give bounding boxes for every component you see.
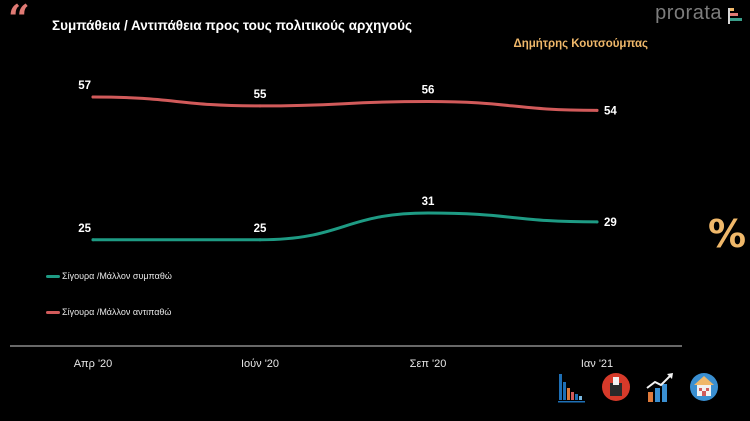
house-icon (690, 373, 718, 401)
bar-chart-icon (558, 374, 585, 403)
data-point (91, 238, 95, 242)
data-point (91, 95, 95, 99)
data-point (595, 108, 599, 112)
data-point (595, 220, 599, 224)
quote-mark: “ (8, 0, 30, 41)
data-label: 55 (254, 89, 267, 101)
legend-label: Σίγουρα /Μάλλον αντιπαθώ (62, 307, 172, 317)
series-line-sympathy (91, 211, 599, 242)
x-tick-label: Ιούν '20 (241, 358, 279, 370)
data-label: 29 (604, 217, 617, 229)
data-label: 31 (422, 196, 435, 208)
x-tick-label: Σεπ '20 (410, 358, 447, 370)
chart-title: Συμπάθεια / Αντιπάθεια προς τους πολιτικ… (52, 18, 413, 33)
data-label: 56 (422, 84, 435, 96)
data-label: 57 (78, 80, 91, 92)
percent-icon: % (708, 212, 747, 256)
series-line-antipathy (91, 95, 599, 112)
data-point (258, 238, 262, 242)
data-label: 54 (604, 105, 617, 117)
brand-logo: prorata (655, 2, 722, 24)
data-point (258, 104, 262, 108)
legend-label: Σίγουρα /Μάλλον συμπαθώ (62, 271, 172, 281)
ballot-box-icon (602, 373, 630, 401)
growth-chart-icon (646, 373, 673, 402)
data-label: 25 (78, 223, 91, 235)
x-tick-label: Ιαν '21 (581, 358, 613, 370)
legend-swatch (46, 310, 60, 314)
legend-swatch (46, 274, 60, 278)
legend-item-antipathy: Σίγουρα /Μάλλον αντιπαθώ (46, 307, 171, 317)
data-label: 25 (254, 223, 267, 235)
category-icons (557, 370, 719, 404)
chart-subtitle: Δημήτρης Κουτσούμπας (513, 38, 648, 50)
legend-item-sympathy: Σίγουρα /Μάλλον συμπαθώ (46, 271, 172, 281)
data-point (426, 211, 430, 215)
brand-mark-icon (728, 8, 742, 24)
x-tick-label: Απρ '20 (74, 358, 113, 370)
data-point (426, 99, 430, 103)
